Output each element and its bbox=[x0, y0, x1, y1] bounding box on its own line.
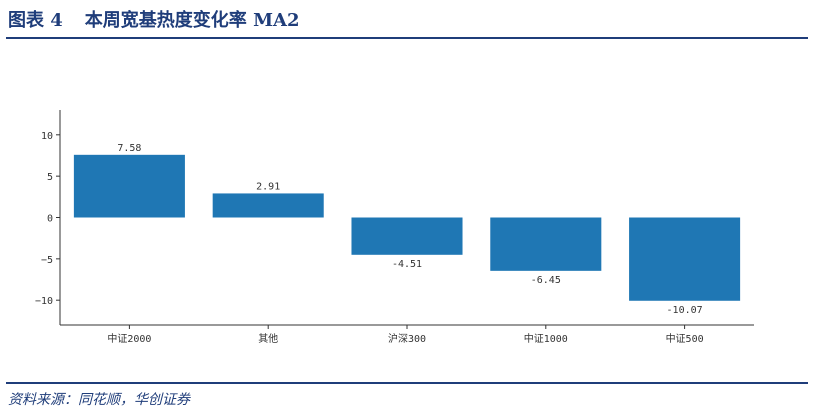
source-note: 资料来源：同花顺，华创证券 bbox=[8, 392, 190, 408]
y-tick-label: 5 bbox=[47, 172, 53, 183]
x-tick-label: 中证1000 bbox=[524, 332, 568, 345]
x-tick-label: 中证500 bbox=[666, 332, 704, 345]
header-rule bbox=[6, 37, 808, 39]
footer-rule bbox=[6, 382, 808, 384]
bar-value-label: -10.07 bbox=[667, 305, 703, 316]
y-tick-label: −5 bbox=[41, 255, 53, 266]
bar-value-label: -6.45 bbox=[531, 275, 561, 286]
figure-title: 本周宽基热度变化率 MA2 bbox=[84, 10, 300, 31]
bar-chart: 10 5 0 −5 −10 7.58 中证2000 2.91 其他 -4.51 沪深300 -6.45… bbox=[35, 110, 754, 345]
y-tick-label: −10 bbox=[35, 296, 53, 307]
bar bbox=[351, 217, 463, 255]
bar bbox=[490, 217, 602, 271]
y-tick-label: 10 bbox=[41, 131, 53, 142]
bar-value-label: 7.58 bbox=[117, 143, 141, 154]
x-tick-label: 沪深300 bbox=[388, 332, 426, 345]
bar bbox=[212, 193, 324, 218]
bar-value-label: 2.91 bbox=[256, 181, 280, 192]
x-tick-label: 中证2000 bbox=[107, 332, 151, 345]
bar-value-label: -4.51 bbox=[392, 259, 422, 270]
bar bbox=[629, 217, 741, 301]
figure-header: 图表 4 本周宽基热度变化率 MA2 bbox=[8, 4, 806, 34]
y-tick-label: 0 bbox=[47, 214, 53, 225]
figure-label: 图表 4 bbox=[8, 10, 63, 31]
x-tick-label: 其他 bbox=[258, 332, 278, 345]
bar bbox=[73, 154, 185, 218]
